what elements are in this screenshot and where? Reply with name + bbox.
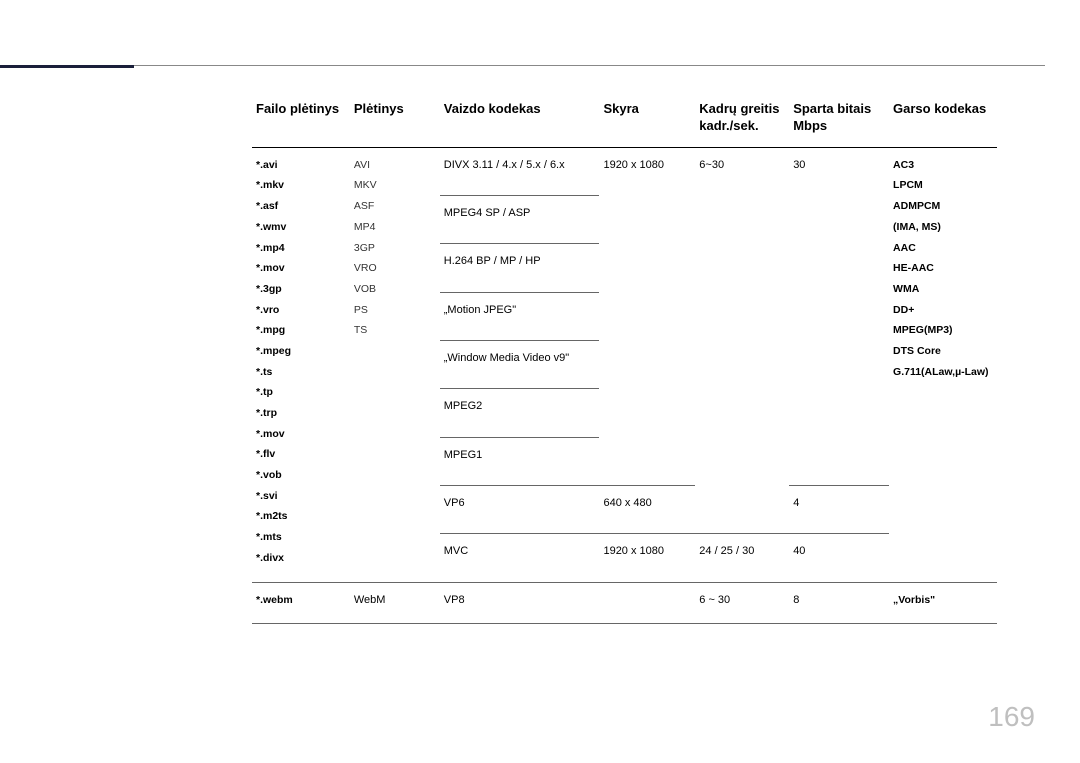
table-row: *.avi*.mkv*.asf*.wmv*.mp4*.mov*.3gp*.vro… (252, 147, 997, 195)
vcodec-cell: MPEG4 SP / ASP (440, 196, 600, 244)
codec-table: Failo plėtinys Plėtinys Vaizdo kodekas S… (252, 95, 997, 624)
vcodec-cell: MPEG1 (440, 437, 600, 485)
col-container: Plėtinys (350, 95, 440, 147)
webm-codec: VP8 (440, 582, 600, 624)
webm-bitrate: 8 (789, 582, 889, 624)
webm-acodec: „Vorbis" (889, 582, 997, 624)
vcodec-cell: VP6 (440, 485, 600, 533)
bitrate-cell: 4 (789, 485, 889, 533)
webm-fps: 6 ~ 30 (695, 582, 789, 624)
res-cell: 640 x 480 (599, 485, 695, 533)
containers-cell: AVIMKVASFMP43GPVROVOBPSTS (350, 147, 440, 582)
col-file-ext: Failo plėtinys (252, 95, 350, 147)
vcodec-cell: „Window Media Video v9" (440, 340, 600, 388)
col-audio-codec: Garso kodekas (889, 95, 997, 147)
page-number: 169 (988, 701, 1035, 733)
res-cell: 1920 x 1080 (599, 534, 695, 582)
vcodec-cell: H.264 BP / MP / HP (440, 244, 600, 292)
top-divider (35, 65, 1045, 66)
table-header-row: Failo plėtinys Plėtinys Vaizdo kodekas S… (252, 95, 997, 147)
col-framerate: Kadrų greitis kadr./sek. (695, 95, 789, 147)
bitrate-cell: 30 (789, 147, 889, 485)
col-resolution: Skyra (599, 95, 695, 147)
codec-table-container: Failo plėtinys Plėtinys Vaizdo kodekas S… (252, 95, 997, 624)
bitrate-cell: 40 (789, 534, 889, 582)
res-cell: 1920 x 1080 (599, 147, 695, 485)
vcodec-cell: MPEG2 (440, 389, 600, 437)
fps-cell: 24 / 25 / 30 (695, 534, 789, 582)
fps-cell: 6~30 (695, 147, 789, 533)
webm-container: WebM (350, 582, 440, 624)
vcodec-cell: „Motion JPEG" (440, 292, 600, 340)
table-row-webm: *.webm WebM VP8 6 ~ 30 8 „Vorbis" (252, 582, 997, 624)
file-extensions-cell: *.avi*.mkv*.asf*.wmv*.mp4*.mov*.3gp*.vro… (252, 147, 350, 582)
col-video-codec: Vaizdo kodekas (440, 95, 600, 147)
vcodec-cell: DIVX 3.11 / 4.x / 5.x / 6.x (440, 147, 600, 195)
col-bitrate: Sparta bitais Mbps (789, 95, 889, 147)
header-accent-bar (0, 65, 134, 68)
vcodec-cell: MVC (440, 534, 600, 582)
audio-codecs-cell: AC3LPCMADMPCM(IMA, MS)AACHE-AACWMADD+MPE… (889, 147, 997, 582)
webm-ext: *.webm (252, 582, 350, 624)
webm-res (599, 582, 695, 624)
